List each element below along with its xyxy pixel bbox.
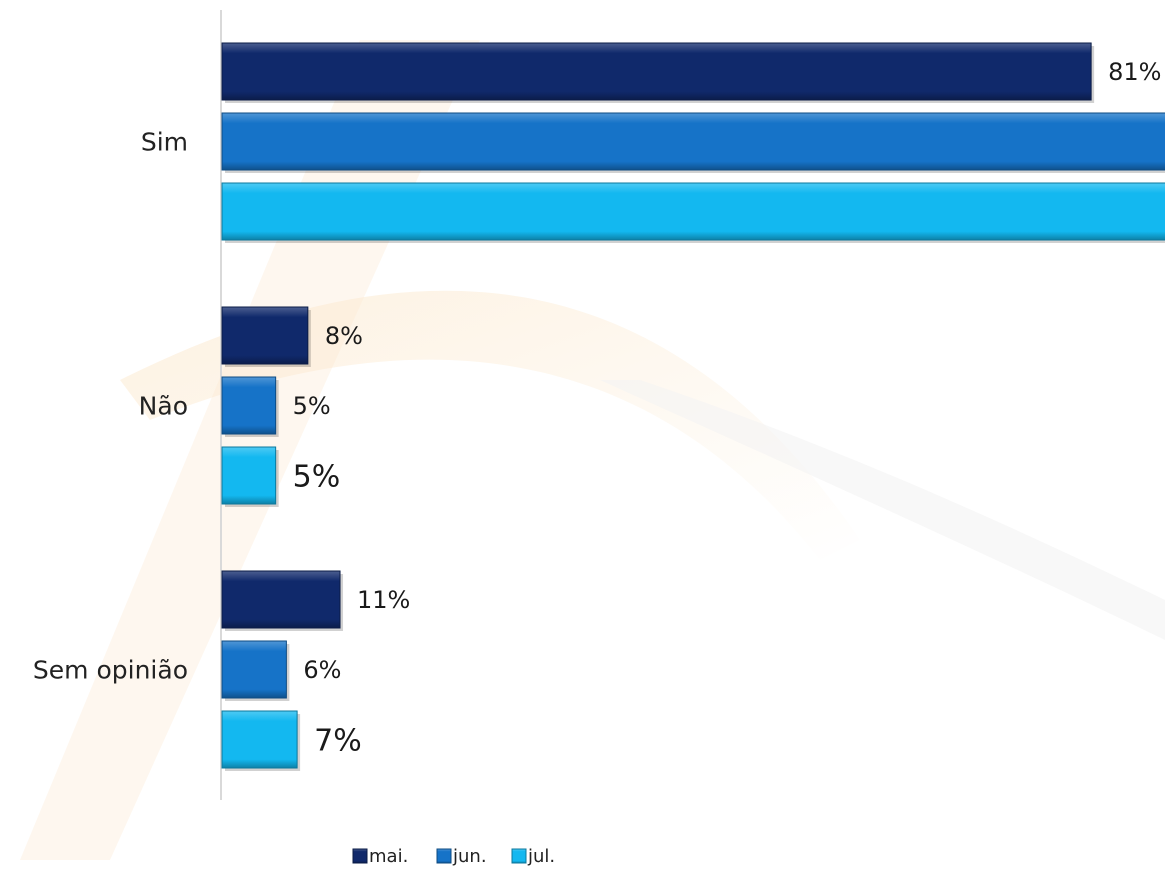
data-label: 81% (1108, 58, 1161, 86)
legend-swatch (436, 848, 452, 864)
category-label: Sem opinião (33, 656, 188, 685)
bar-group: 89% (221, 112, 1165, 173)
data-label: 11% (357, 586, 410, 614)
data-label: 5% (293, 459, 341, 494)
bar (221, 640, 287, 699)
legend-label: mai. (369, 846, 408, 867)
bar-group: 5% (221, 446, 341, 507)
category-label: Não (139, 392, 188, 421)
legend-label: jun. (452, 846, 487, 867)
bar (221, 306, 309, 365)
data-label: 6% (303, 656, 341, 684)
bar (221, 182, 1165, 241)
legend-item: jul. (511, 846, 555, 867)
bars-layer: 81% 89% 88% 8% 5% 5% 11% 6% 7% (221, 42, 1165, 771)
bar (221, 42, 1092, 101)
legend-swatch (511, 848, 527, 864)
bar-group: 7% (221, 710, 362, 771)
bar-group: 11% (221, 570, 410, 631)
data-label: 7% (314, 723, 362, 758)
bar (221, 570, 341, 629)
data-label: 8% (325, 322, 363, 350)
bar-group: 6% (221, 640, 341, 701)
category-labels: Sim Não Sem opinião (33, 128, 188, 685)
bar-group: 8% (221, 306, 363, 367)
legend-swatch (352, 848, 368, 864)
data-label: 5% (293, 392, 331, 420)
bar-group: 88% (221, 182, 1165, 243)
bar (221, 112, 1165, 171)
bar-group: 81% (221, 42, 1161, 103)
legend-item: mai. (352, 846, 408, 867)
legend-item: jun. (436, 846, 487, 867)
category-label: Sim (141, 128, 188, 157)
bar (221, 446, 277, 505)
bar (221, 376, 277, 435)
bar (221, 710, 298, 769)
bar-group: 5% (221, 376, 331, 437)
legend: mai. jun. jul. (352, 846, 555, 867)
legend-label: jul. (527, 846, 555, 867)
